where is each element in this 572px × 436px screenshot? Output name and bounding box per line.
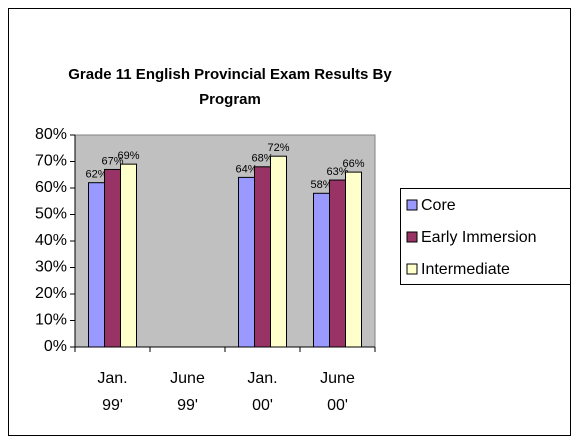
chart-title: Grade 11 English Provincial Exam Results… — [68, 66, 392, 108]
data-label: 62% — [85, 169, 107, 181]
y-tick-label: 30% — [35, 259, 67, 276]
data-label: 68% — [251, 153, 273, 165]
legend-swatch — [406, 199, 418, 211]
y-tick-label: 0% — [44, 338, 67, 355]
y-tick-label: 50% — [35, 206, 67, 223]
bar — [238, 176, 255, 348]
title-box: Grade 11 English Provincial Exam Results… — [68, 66, 392, 108]
bar — [254, 166, 271, 348]
legend-label: Intermediate — [421, 261, 510, 278]
data-label: 58% — [310, 179, 332, 191]
y-tick-label: 80% — [35, 126, 67, 143]
legend-label: Early Immersion — [421, 229, 537, 246]
bar — [313, 192, 330, 348]
y-tick-label: 40% — [35, 232, 67, 249]
bar — [329, 179, 346, 348]
x-tick-label: Jan. 00' — [247, 370, 278, 414]
bar — [120, 163, 137, 348]
data-label: 67% — [101, 155, 123, 167]
bar — [270, 155, 287, 348]
legend — [400, 188, 571, 285]
legend-label: Core — [421, 197, 456, 214]
data-label: 66% — [342, 158, 364, 170]
x-tick-label: Jan. 99' — [97, 370, 128, 414]
legend-swatch — [406, 263, 418, 275]
y-tick-label: 60% — [35, 179, 67, 196]
data-label: 72% — [267, 142, 289, 154]
data-label: 64% — [235, 163, 257, 175]
bar — [88, 182, 105, 348]
x-tick-label: June 00' — [320, 370, 355, 414]
x-tick-label: June 99' — [170, 370, 205, 414]
y-tick-label: 10% — [35, 312, 67, 329]
data-label: 69% — [117, 150, 139, 162]
data-label: 63% — [326, 166, 348, 178]
y-tick-label: 70% — [35, 153, 67, 170]
y-tick-label: 20% — [35, 285, 67, 302]
legend-swatch — [406, 231, 418, 243]
bar — [104, 168, 121, 348]
bar — [345, 171, 362, 348]
